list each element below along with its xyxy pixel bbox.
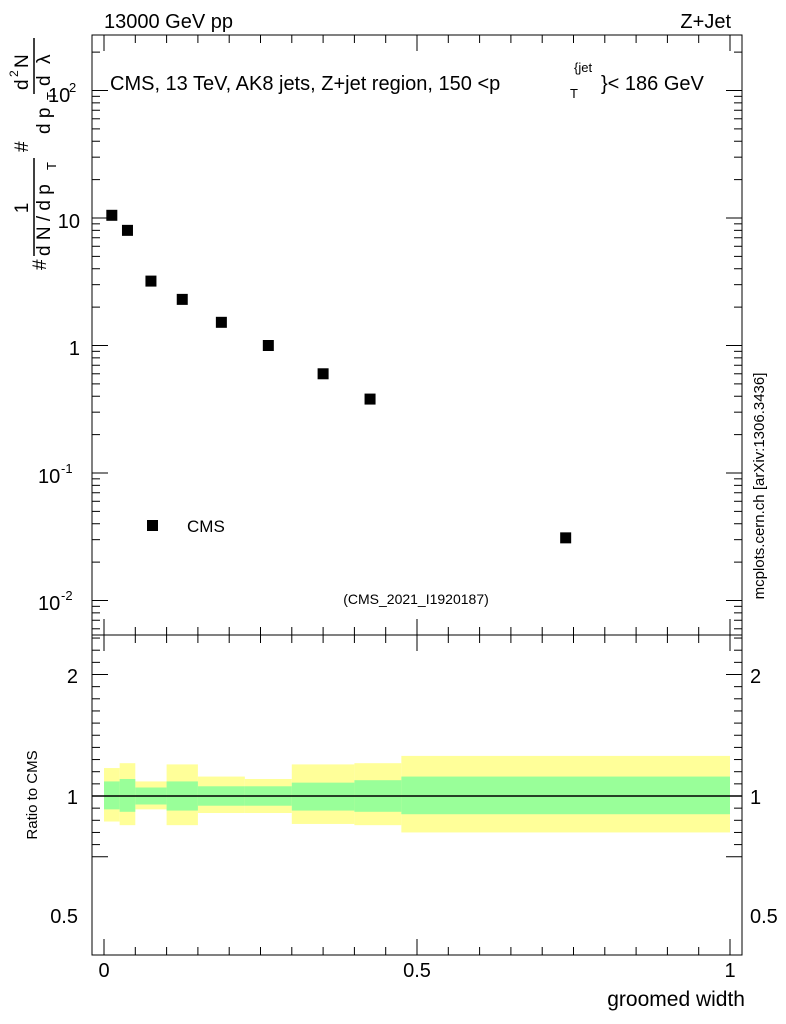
y-tick-label-1: 1: [69, 338, 80, 360]
legend-label: CMS: [187, 517, 225, 536]
header-left-label: 13000 GeV pp: [104, 11, 233, 33]
legend-marker: [147, 520, 158, 531]
ratio-left-tick-0-5: 0.5: [50, 906, 78, 928]
ylabel-d2: d: [12, 79, 33, 90]
ylabel-lambda: λ: [34, 54, 55, 64]
ratio-y-axis-label: Ratio to CMS: [24, 750, 41, 839]
ylabel-hash-2: #: [12, 141, 33, 152]
main-panel-frame: [91, 34, 743, 636]
ratio-right-tick-0-5: 0.5: [750, 906, 778, 928]
y-tick-label-1e-1-base: 10: [38, 466, 60, 488]
ylabel-N: N: [12, 54, 33, 68]
axis-ticks: [92, 35, 742, 955]
x-tick-label-0: 0: [98, 960, 109, 982]
ratio-right-tick-2: 2: [750, 666, 761, 688]
data-point-cms: [262, 340, 274, 351]
data-points: [106, 209, 572, 544]
data-point-cms: [560, 532, 572, 544]
data-point-cms: [317, 368, 329, 380]
title-sub-T: T: [570, 86, 578, 101]
y-tick-label-10: 10: [58, 211, 80, 233]
x-tick-labels: 0 0.5 1: [98, 960, 735, 982]
x-axis-label: groomed width: [607, 988, 745, 1011]
x-tick-label-0-5: 0.5: [403, 960, 431, 982]
ratio-left-tick-2: 2: [67, 666, 78, 688]
side-label: mcplots.cern.ch [arXiv:1306.3436]: [751, 373, 768, 600]
data-point-cms: [176, 293, 188, 305]
ylabel-d2-exp: 2: [7, 70, 21, 77]
ylabel-d-lambda-d: d: [34, 75, 55, 86]
ratio-y-tick-labels: 0.5 1 2 0.5 1 2: [50, 666, 778, 928]
main-y-axis-label: # 1 d N / d p T # d p T d 2 N d λ: [7, 38, 59, 270]
main-y-tick-labels: 10 -2 10 -1 1 10 10 2: [38, 80, 80, 615]
analysis-id: (CMS_2021_I1920187): [343, 591, 489, 607]
ratio-bands: [104, 755, 730, 833]
ratio-left-tick-1: 1: [67, 787, 78, 809]
y-tick-label-1e-2-base: 10: [38, 593, 60, 615]
ylabel-denominator: d N / d p: [34, 184, 55, 256]
y-tick-label-1e2-base: 10: [48, 85, 70, 107]
ylabel-dpt: d p: [34, 108, 55, 134]
ylabel-numerator: 1: [12, 203, 33, 214]
data-point-cms: [121, 224, 133, 236]
x-tick-label-1: 1: [724, 960, 735, 982]
title-sup-jet: {jet: [574, 60, 592, 75]
ylabel-hash-1: #: [30, 259, 51, 270]
title-main-text: CMS, 13 TeV, AK8 jets, Z+jet region, 150…: [110, 73, 500, 95]
main-title: CMS, 13 TeV, AK8 jets, Z+jet region, 150…: [110, 60, 705, 101]
data-point-cms: [364, 393, 376, 405]
title-tail: }< 186 GeV: [601, 73, 705, 95]
header-right-label: Z+Jet: [680, 11, 731, 33]
data-point-cms: [145, 275, 157, 287]
ratio-right-tick-1: 1: [750, 787, 761, 809]
ylabel-denominator-sub: T: [44, 162, 59, 170]
ylabel-dpt-sub: T: [44, 92, 59, 100]
y-tick-label-1e2-exp: 2: [69, 80, 76, 95]
y-tick-label-1e-1-exp: -1: [61, 461, 73, 476]
data-point-cms: [215, 316, 227, 328]
data-point-cms: [106, 209, 118, 221]
y-tick-label-1e-2-exp: -2: [61, 588, 73, 603]
